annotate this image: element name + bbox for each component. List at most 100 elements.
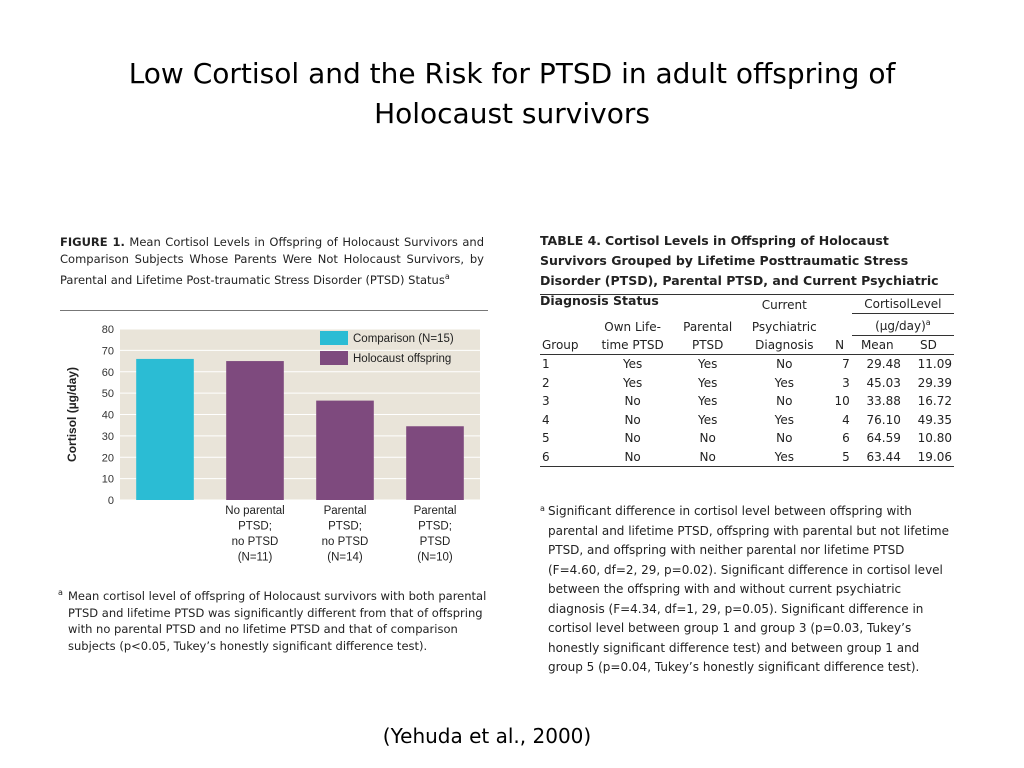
cell-n: 7 xyxy=(842,357,850,371)
legend-swatch xyxy=(320,351,348,365)
header-mean: Mean xyxy=(851,335,903,355)
slide-title-line-1: Low Cortisol and the Risk for PTSD in ad… xyxy=(128,57,896,90)
y-tick-label: 0 xyxy=(108,495,114,507)
cell-sd: 19.06 xyxy=(917,449,952,464)
cell-current-diagnosis: No xyxy=(776,357,793,371)
x-category-label: no PTSD xyxy=(232,536,279,548)
y-tick-label: 20 xyxy=(102,452,114,464)
cell-group: 1 xyxy=(542,357,550,371)
header-parental-line2: PTSD xyxy=(674,335,742,355)
legend-swatch xyxy=(320,331,348,345)
x-category-label: (N=11) xyxy=(238,552,273,564)
header-units: (µg/day)a xyxy=(851,313,954,336)
table-row: 4 No Yes Yes 4 76.10 49.35 xyxy=(540,411,954,430)
y-tick-label: 10 xyxy=(102,474,114,486)
x-category-label: (N=14) xyxy=(327,552,363,564)
slide-title-line-2: Holocaust survivors xyxy=(374,97,650,130)
cell-own-ptsd: No xyxy=(624,431,641,445)
table-header-row-2: Own Life- Parental Psychiatric (µg/day)a xyxy=(540,313,954,336)
table-row: 3 No Yes No 10 33.88 16.72 xyxy=(540,392,954,411)
cell-group: 6 xyxy=(542,449,550,464)
figure-caption: FIGURE 1. Mean Cortisol Levels in Offspr… xyxy=(60,234,484,289)
header-current-line1: Current xyxy=(761,297,807,312)
cell-mean: 76.10 xyxy=(866,412,901,427)
cell-mean: 29.48 xyxy=(866,357,901,371)
table-row: 1 Yes Yes No 7 29.48 11.09 xyxy=(540,355,954,374)
cell-parental-ptsd: No xyxy=(699,449,716,464)
header-current-line2: Psychiatric xyxy=(751,319,817,334)
cell-parental-ptsd: No xyxy=(699,431,716,445)
table-footnote-mark: a xyxy=(540,504,545,513)
x-category-label: PTSD; xyxy=(238,521,272,533)
cell-own-ptsd: Yes xyxy=(622,375,643,390)
header-units-text: (µg/day) xyxy=(875,319,926,333)
header-cortisol-word: Cortisol xyxy=(864,297,910,311)
x-category-label: PTSD; xyxy=(418,521,452,533)
cell-own-ptsd: No xyxy=(624,449,641,464)
header-n: N xyxy=(827,335,852,355)
bar-chart-svg: 0 10 20 30 40 50 60 70 80 Cortisol (µg/day) No par… xyxy=(65,324,480,564)
header-parental-line1: Parental xyxy=(683,319,733,334)
header-level-word: Level xyxy=(909,297,942,311)
y-tick-label: 70 xyxy=(102,345,114,357)
cell-mean: 45.03 xyxy=(866,375,901,390)
header-group-spacer-2 xyxy=(540,314,591,336)
cell-sd: 16.72 xyxy=(917,394,952,408)
figure-caption-label: FIGURE 1. xyxy=(60,235,125,249)
cell-n: 4 xyxy=(842,412,850,427)
slide-title: Low Cortisol and the Risk for PTSD in ad… xyxy=(60,54,964,134)
cell-own-ptsd: No xyxy=(624,412,641,427)
table-caption-text: Cortisol Levels in Offspring of Holocaus… xyxy=(540,233,939,308)
header-group-spacer xyxy=(540,295,591,314)
header-parental-spacer xyxy=(674,295,741,314)
cell-n: 3 xyxy=(842,375,850,390)
table-row: 5 No No No 6 64.59 10.80 xyxy=(540,429,954,448)
header-n-spacer xyxy=(828,295,852,314)
table-footnote-text: Significant difference in cortisol level… xyxy=(548,504,949,674)
cell-current-diagnosis: No xyxy=(776,394,793,408)
cell-mean: 64.59 xyxy=(866,431,901,445)
citation: (Yehuda et al., 2000) xyxy=(382,724,592,748)
cell-mean: 63.44 xyxy=(866,449,901,464)
figure-footnote-text: Mean cortisol level of offspring of Holo… xyxy=(68,589,487,653)
cell-current-diagnosis: Yes xyxy=(774,412,794,427)
figure-footnote: a Mean cortisol level of offspring of Ho… xyxy=(58,588,488,654)
y-axis-label: Cortisol (µg/day) xyxy=(65,367,79,462)
cell-n: 10 xyxy=(834,394,850,408)
cell-current-diagnosis: Yes xyxy=(774,449,794,464)
x-category-label: (N=10) xyxy=(417,552,453,564)
cortisol-data-table: Current CortisolLevel Own Life- Parental… xyxy=(540,294,954,467)
y-tick-label: 50 xyxy=(102,388,114,400)
header-current-line3: Diagnosis xyxy=(741,335,828,355)
header-sd: SD xyxy=(902,335,954,355)
table-caption-label: TABLE 4. xyxy=(540,233,602,248)
cortisol-table: Current CortisolLevel Own Life- Parental… xyxy=(540,294,954,467)
x-category-label: Parental xyxy=(324,505,367,517)
header-own-spacer xyxy=(591,295,674,314)
table-header-row-3: Group time PTSD PTSD Diagnosis N Mean SD xyxy=(540,335,954,355)
figure-caption-sup: a xyxy=(444,272,450,281)
bar-chart: 0 10 20 30 40 50 60 70 80 Cortisol (µg/day) No par… xyxy=(60,320,490,580)
y-tick-label: 80 xyxy=(102,324,114,336)
cell-parental-ptsd: Yes xyxy=(697,394,718,408)
table-row: 6 No No Yes 5 63.44 19.06 xyxy=(540,448,954,467)
header-units-sup: a xyxy=(925,318,931,327)
header-own-line2: time PTSD xyxy=(590,335,675,355)
table-row: 2 Yes Yes Yes 3 45.03 29.39 xyxy=(540,374,954,393)
figure-footnote-mark: a xyxy=(58,588,63,597)
header-n-spacer-2 xyxy=(828,314,852,336)
cell-parental-ptsd: Yes xyxy=(697,357,718,371)
cell-sd: 49.35 xyxy=(917,412,952,427)
cell-n: 6 xyxy=(842,431,850,445)
bar-holocaust-offspring xyxy=(226,361,284,500)
cell-sd: 11.09 xyxy=(917,357,952,371)
cell-sd: 10.80 xyxy=(917,431,952,445)
cell-parental-ptsd: Yes xyxy=(697,412,718,427)
x-category-label: Parental xyxy=(414,505,457,517)
header-cortisol-level: CortisolLevel xyxy=(851,294,954,314)
cell-mean: 33.88 xyxy=(866,394,901,408)
legend-label: Holocaust offspring xyxy=(353,353,451,365)
cell-group: 4 xyxy=(542,412,550,427)
table-footnote: a Significant difference in cortisol lev… xyxy=(540,502,954,678)
table-caption: TABLE 4. Cortisol Levels in Offspring of… xyxy=(540,231,954,311)
